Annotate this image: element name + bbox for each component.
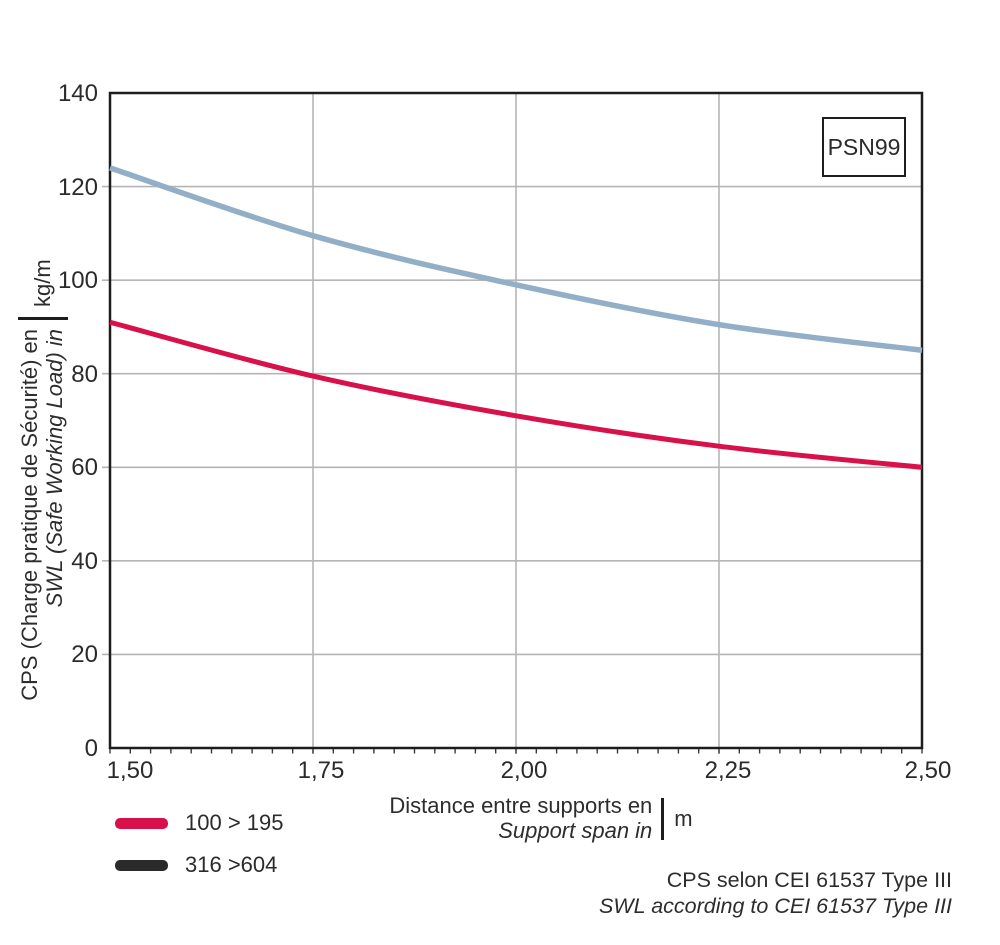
y-axis-title-line1: CPS (Charge pratique de Sécurité) en	[17, 328, 43, 701]
x-axis-unit-divider	[661, 798, 665, 840]
x-tick-label: 2,50	[904, 757, 952, 784]
x-axis-title-line2: Support span in	[498, 818, 653, 843]
legend: 100 > 195 316 >604	[115, 810, 283, 894]
standard-reference-note: CPS selon CEI 61537 Type III SWL accordi…	[599, 868, 952, 920]
y-tick-label: 80	[71, 360, 98, 388]
legend-label: 100 > 195	[185, 810, 284, 835]
x-axis-title-text: Distance entre supports en Support span …	[389, 794, 661, 843]
y-tick-label: 120	[57, 173, 98, 201]
legend-swatch	[115, 859, 168, 871]
standard-note-line1: CPS selon CEI 61537 Type III	[666, 868, 952, 892]
legend-item: 100 > 195	[115, 810, 283, 836]
y-axis-title-text: CPS (Charge pratique de Sécurité) en SWL…	[17, 320, 67, 701]
y-axis-title-line2: SWL (Safe Working Load) in	[42, 328, 67, 608]
legend-item: 316 >604	[115, 852, 283, 878]
plot-frame	[108, 91, 924, 750]
x-axis-title: Distance entre supports en Support span …	[341, 794, 741, 844]
y-tick-label: 100	[57, 267, 98, 295]
series-lower-curve	[109, 319, 923, 470]
x-tick-label: 1,50	[106, 757, 154, 784]
y-tick-label: 140	[57, 80, 98, 107]
series-upper-curve	[109, 165, 923, 354]
x-axis-unit: m	[674, 806, 693, 831]
product-badge-label: PSN99	[827, 133, 901, 160]
x-tick-label: 2,00	[500, 757, 548, 784]
legend-label: 316 >604	[185, 852, 278, 877]
y-axis-title: CPS (Charge pratique de Sécurité) en SWL…	[11, 210, 75, 750]
y-axis-unit: kg/m	[30, 259, 55, 307]
x-axis-title-line1: Distance entre supports en	[389, 793, 653, 819]
y-tick-label: 20	[71, 641, 98, 669]
x-tick-label: 2,25	[704, 757, 752, 784]
y-tick-label: 0	[84, 735, 98, 762]
y-axis-unit-divider	[18, 316, 68, 320]
y-tick-label: 60	[71, 454, 98, 482]
product-badge: PSN99	[822, 117, 906, 177]
legend-swatch	[115, 817, 168, 829]
x-tick-label: 1,75	[297, 757, 345, 784]
standard-note-line2: SWL according to CEI 61537 Type III	[599, 893, 952, 918]
y-tick-label: 40	[71, 547, 98, 575]
